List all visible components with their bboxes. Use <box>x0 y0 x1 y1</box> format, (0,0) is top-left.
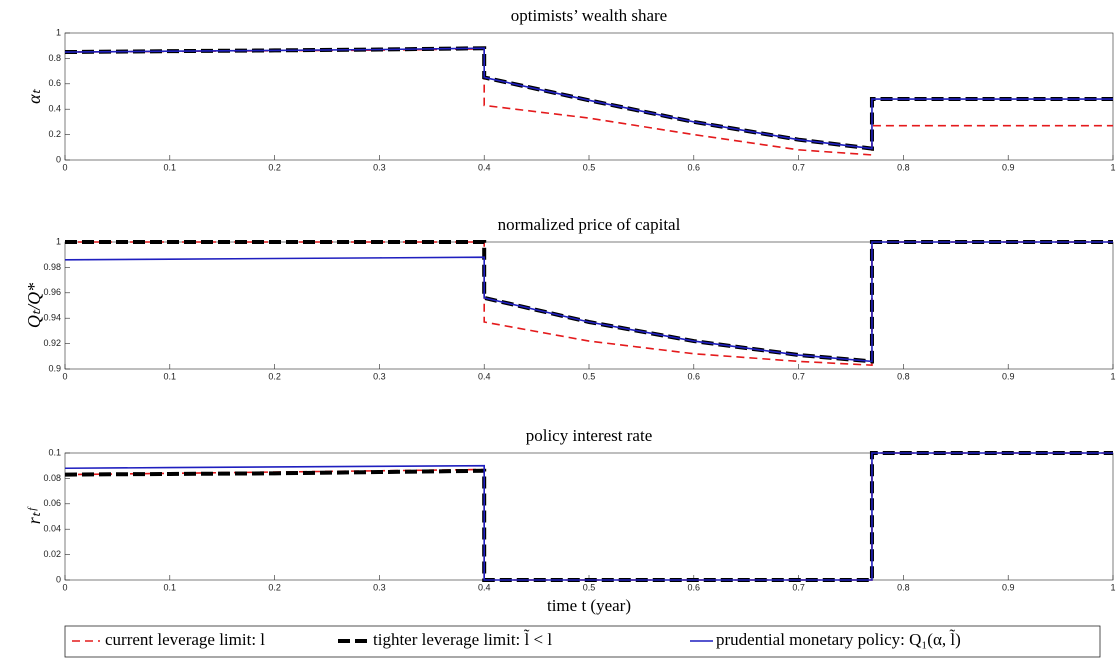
x-axis-label: time t (year) <box>547 596 631 615</box>
x-tick-label: 0.2 <box>268 162 281 172</box>
x-tick-label: 0.8 <box>897 371 910 381</box>
y-tick-label: 0.1 <box>48 447 61 457</box>
plot-frame <box>64 241 1114 370</box>
y-axis-label: rₜᶠ <box>24 506 44 524</box>
x-tick-label: 1 <box>1110 162 1115 172</box>
y-tick-label: 0 <box>56 154 61 164</box>
x-tick-label: 0.6 <box>688 162 701 172</box>
y-tick-label: 0.02 <box>43 549 61 559</box>
x-tick-label: 0.4 <box>478 162 491 172</box>
series-line <box>65 240 1113 364</box>
x-tick-label: 0.1 <box>164 371 177 381</box>
x-tick-label: 0.7 <box>792 371 805 381</box>
series-line <box>64 48 1113 156</box>
x-tick-label: 0.3 <box>373 582 386 592</box>
y-tick-label: 0.06 <box>43 498 61 508</box>
y-tick-label: 1 <box>56 27 61 37</box>
legend-label: current leverage limit: l <box>105 630 265 649</box>
x-tick-label: 0.1 <box>164 582 177 592</box>
x-tick-label: 0.6 <box>688 582 701 592</box>
x-tick-label: 0.7 <box>792 582 805 592</box>
y-tick-label: 0.96 <box>43 287 61 297</box>
x-tick-label: 0.6 <box>688 371 701 381</box>
y-tick-label: 0.04 <box>43 524 61 534</box>
x-tick-label: 0 <box>62 371 67 381</box>
y-tick-label: 0.6 <box>48 78 61 88</box>
y-tick-label: 0 <box>56 574 61 584</box>
legend-label: tighter leverage limit: l̃ < l <box>373 630 552 649</box>
y-tick-label: 0.92 <box>43 338 61 348</box>
series-line <box>65 241 1113 367</box>
chart-title: optimists’ wealth share <box>511 6 667 25</box>
y-tick-label: 0.9 <box>48 363 61 373</box>
x-tick-label: 0.7 <box>792 162 805 172</box>
x-tick-label: 0.9 <box>1002 371 1015 381</box>
x-tick-label: 0.2 <box>268 371 281 381</box>
series-line <box>64 241 1113 363</box>
x-tick-label: 0.8 <box>897 582 910 592</box>
x-tick-label: 0.5 <box>583 162 596 172</box>
y-axis-label: Qₜ/Q* <box>24 283 44 328</box>
series-line <box>64 451 1113 582</box>
series-line <box>64 47 1113 150</box>
x-tick-label: 0.2 <box>268 582 281 592</box>
x-tick-label: 0.5 <box>583 371 596 381</box>
y-tick-label: 0.4 <box>48 104 61 114</box>
x-tick-label: 0.4 <box>478 582 491 592</box>
y-tick-label: 0.98 <box>43 262 61 272</box>
legend-box <box>64 625 1101 658</box>
legend-label: prudential monetary policy: Q₁(α, l̃) <box>716 630 961 649</box>
y-tick-label: 0.08 <box>43 473 61 483</box>
x-tick-label: 0.3 <box>373 162 386 172</box>
x-tick-label: 1 <box>1110 371 1115 381</box>
series-line <box>64 452 1113 581</box>
y-tick-label: 0.8 <box>48 53 61 63</box>
y-tick-label: 0.2 <box>48 129 61 139</box>
x-tick-label: 0.9 <box>1002 162 1015 172</box>
y-tick-label: 0.94 <box>43 313 61 323</box>
y-tick-label: 1 <box>56 236 61 246</box>
x-tick-label: 0.5 <box>583 582 596 592</box>
x-tick-label: 0 <box>62 162 67 172</box>
chart-title: normalized price of capital <box>498 215 681 234</box>
x-tick-label: 0.3 <box>373 371 386 381</box>
x-tick-label: 0 <box>62 582 67 592</box>
x-tick-label: 0.9 <box>1002 582 1015 592</box>
chart-title: policy interest rate <box>526 426 653 445</box>
x-tick-label: 0.8 <box>897 162 910 172</box>
x-tick-label: 1 <box>1110 582 1115 592</box>
x-tick-label: 0.4 <box>478 371 491 381</box>
x-tick-label: 0.1 <box>164 162 177 172</box>
y-axis-label: αₜ <box>24 88 44 103</box>
